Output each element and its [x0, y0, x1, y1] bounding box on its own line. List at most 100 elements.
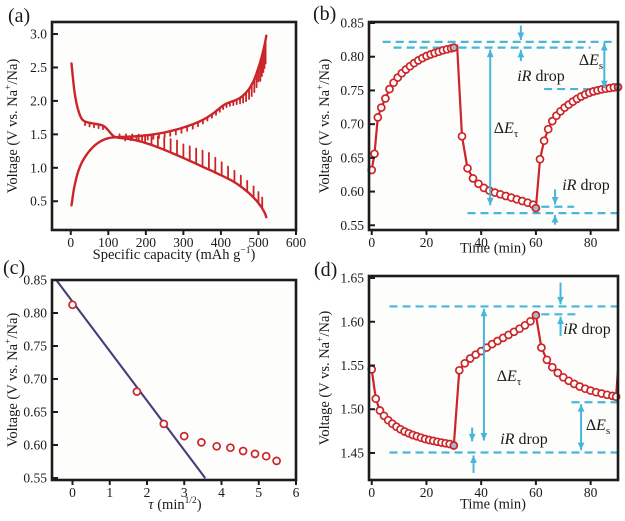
delta-symbol: Δ — [493, 119, 505, 137]
x-title-sup: −1 — [240, 246, 251, 257]
ir-symbol: iR — [563, 321, 578, 338]
panel-c-label: (c) — [3, 257, 26, 279]
y-tick-label: 0.65 — [23, 405, 47, 420]
y-tick-label: 1.65 — [340, 271, 364, 286]
y-tick-label: 1.50 — [340, 402, 364, 417]
data-point-marker — [212, 441, 222, 451]
drop-text: drop — [531, 68, 565, 85]
arrowhead — [551, 215, 559, 223]
data-point-marker — [537, 343, 546, 352]
x-tick-label: 40 — [474, 485, 488, 500]
e-symbol: E — [507, 367, 517, 385]
arrowhead — [468, 433, 476, 442]
y-tick-label: 0.85 — [340, 16, 364, 31]
data-point-marker — [68, 300, 77, 310]
plot-frame — [50, 20, 298, 232]
y-title-sup: + — [316, 336, 327, 342]
panel-d-y-axis-title: Voltage (V vs. Na+/Na) — [316, 311, 334, 446]
y-title-text-end: /Na) — [316, 310, 333, 337]
data-point-marker — [272, 456, 281, 466]
x-title-text: (min — [153, 496, 185, 513]
arrowhead — [517, 32, 525, 41]
y-title-text-end: /Na) — [316, 58, 333, 85]
panel-b-label: (b) — [313, 3, 337, 25]
arrowhead — [486, 197, 494, 206]
panel-d-delta-e-s-label: ΔEs — [586, 417, 610, 437]
y-tick-label: 0.55 — [23, 471, 47, 486]
data-point-marker — [539, 136, 549, 146]
y-tick-label: 1.45 — [340, 445, 364, 460]
x-title-text: Time (min) — [460, 496, 526, 513]
panel-b-x-axis-title: Time (min) — [460, 241, 526, 258]
panel-a-label: (a) — [8, 5, 31, 27]
x-title-text: Time (min) — [460, 240, 526, 257]
x-tick-label: 0 — [67, 235, 74, 250]
y-title-text: Voltage (V vs. Na — [4, 343, 21, 448]
y-tick-label: 0.75 — [340, 83, 364, 98]
panel-d-ir-drop-top-label: iR drop — [563, 321, 611, 339]
y-tick-label: 0.60 — [340, 184, 364, 199]
delta-symbol: Δ — [585, 416, 597, 434]
x-tick-label: 60 — [529, 235, 543, 250]
y-tick-label: 1.60 — [340, 314, 364, 329]
y-tick-label: 1.5 — [30, 127, 47, 142]
x-tick-label: 6 — [293, 485, 300, 500]
ir-symbol: iR — [517, 68, 532, 85]
panel-c-x-axis-title: τ (min1/2) — [148, 496, 201, 514]
x-title-text: Specific capacity (mAh g — [92, 246, 241, 263]
x-tick-label: 200 — [136, 235, 157, 250]
x-tick-label: 600 — [286, 235, 307, 250]
plot-area — [369, 276, 618, 480]
x-tick-label: 60 — [529, 485, 543, 500]
panel-a-chart: 0 100 200 300 400 500 600 0.5 1.0 1.5 2.0 2.5 3.0 — [30, 20, 307, 250]
data-point-marker — [468, 174, 478, 183]
y-title-text-end: /Na) — [4, 312, 21, 339]
data-point-marker — [463, 163, 472, 173]
data-point-marker — [226, 443, 235, 453]
data-point-marker — [373, 113, 383, 122]
x-tick-label: 0 — [368, 485, 375, 500]
data-point-marker — [385, 84, 394, 94]
x-tick-label: 0 — [69, 485, 76, 500]
arrowhead — [470, 455, 477, 463]
tau-subscript: τ — [516, 376, 522, 389]
data-point-marker — [370, 149, 379, 159]
panel-b-ir-drop-bottom-label: iR drop — [562, 177, 610, 195]
delta-symbol: Δ — [496, 367, 508, 385]
data-point-marker — [535, 154, 545, 164]
y-tick-label: 0.80 — [23, 306, 47, 321]
x-tick-label: 400 — [211, 235, 232, 250]
arrowhead — [577, 442, 585, 451]
data-point-marker — [197, 438, 206, 447]
e-symbol: E — [504, 119, 514, 137]
panel-d-chart: 0 20 40 60 80 1.45 1.50 1.55 1.60 1.65 — [340, 271, 621, 500]
arrowhead — [480, 308, 488, 317]
drop-text: drop — [514, 431, 548, 448]
y-tick-label: 0.80 — [340, 49, 364, 64]
y-title-text-end: /Na) — [4, 58, 21, 85]
series-charge — [70, 34, 268, 207]
y-tick-label: 1.55 — [340, 358, 364, 373]
y-title-sup: + — [316, 84, 327, 90]
y-tick-label: 0.75 — [23, 339, 47, 354]
y-title-text: Voltage (V vs. Na — [4, 89, 21, 194]
x-tick-label: 80 — [584, 235, 598, 250]
x-tick-label: 80 — [584, 485, 598, 500]
data-point-marker — [238, 446, 248, 456]
data-point-marker — [449, 43, 459, 52]
x-tick-label: 5 — [255, 485, 262, 500]
x-tick-label: 3 — [181, 485, 188, 500]
panel-a-y-axis-title: Voltage (V vs. Na+/Na) — [4, 59, 22, 194]
drop-text: drop — [576, 177, 610, 194]
data-point-marker — [553, 368, 563, 378]
arrowhead — [577, 404, 585, 412]
y-tick-label: 2.5 — [30, 60, 47, 75]
panel-b-delta-e-tau-label: ΔEτ — [494, 120, 519, 140]
data-point-marker — [547, 362, 557, 372]
y-tick-label: 2.0 — [30, 93, 47, 108]
s-subscript: s — [598, 60, 604, 73]
data-point-marker — [460, 358, 470, 368]
data-point-marker — [159, 419, 169, 429]
panel-d-x-axis-title: Time (min) — [460, 497, 526, 514]
